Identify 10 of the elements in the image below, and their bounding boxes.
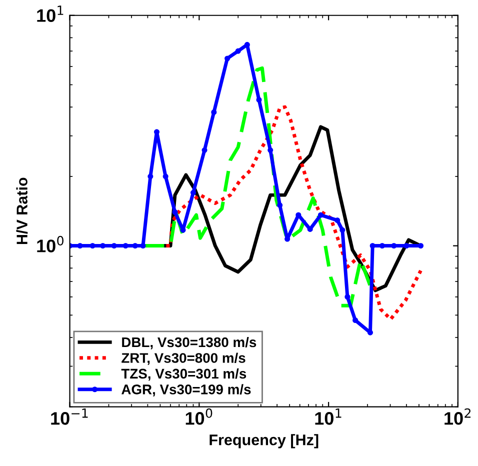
x-tick-label: 10$^{2}$ (444, 408, 471, 425)
legend-label: DBL, Vs30=1380 m/s (122, 336, 256, 350)
y-axis-title: H/V Ratio (16, 178, 28, 244)
legend-label: AGR, Vs30=199 m/s (122, 384, 251, 396)
legend-label: ZRT, Vs30=800 m/s (122, 352, 246, 365)
x-tick-label: 10$^{0}$ (186, 408, 212, 425)
legend-label: TZS, Vs30=301 m/s (121, 368, 246, 381)
x-tick-label: 10$^{−1}$ (51, 408, 88, 425)
x-axis-title: Frequency [Hz] (210, 434, 318, 448)
x-tick-label: 10$^{1}$ (315, 408, 342, 425)
